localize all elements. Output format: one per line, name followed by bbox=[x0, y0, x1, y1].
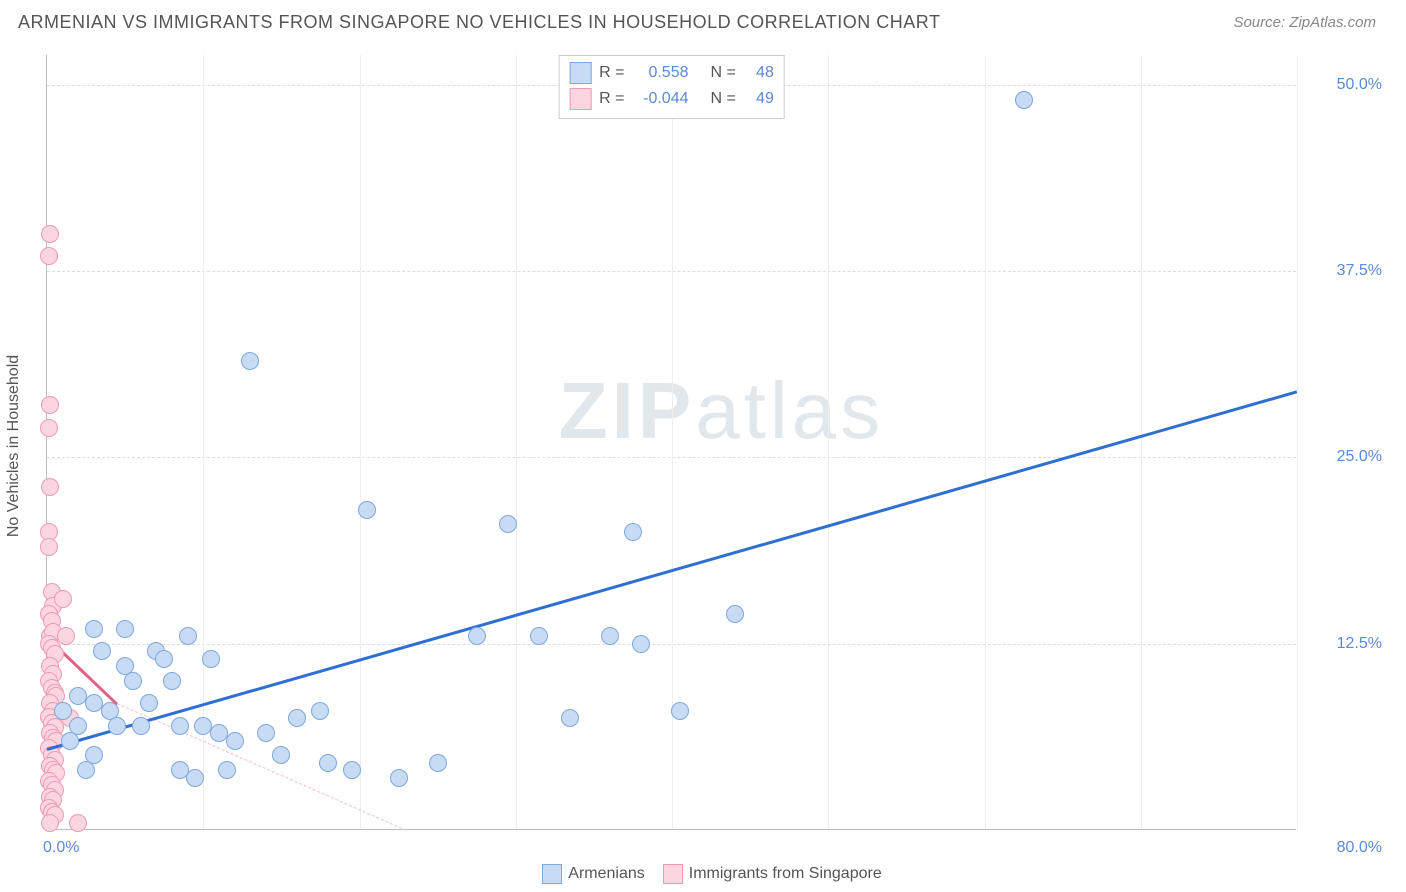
data-point bbox=[202, 650, 220, 668]
data-point bbox=[226, 732, 244, 750]
y-axis-label: No Vehicles in Household bbox=[5, 355, 23, 537]
data-point bbox=[319, 754, 337, 772]
legend-r-label: R = bbox=[599, 86, 624, 112]
data-point bbox=[390, 769, 408, 787]
data-point bbox=[186, 769, 204, 787]
gridline-v bbox=[985, 55, 986, 829]
legend-r-value: -0.044 bbox=[633, 86, 689, 112]
legend-label: Immigrants from Singapore bbox=[689, 865, 882, 882]
series-legend: Armenians Immigrants from Singapore bbox=[0, 864, 1406, 884]
data-point bbox=[726, 605, 744, 623]
data-point bbox=[468, 627, 486, 645]
legend-row: R = -0.044 N = 49 bbox=[569, 86, 774, 112]
correlation-legend: R = 0.558 N = 48 R = -0.044 N = 49 bbox=[558, 55, 785, 119]
data-point bbox=[272, 746, 290, 764]
x-tick-label-max: 80.0% bbox=[1337, 839, 1382, 857]
legend-swatch bbox=[569, 62, 591, 84]
legend-n-value: 49 bbox=[744, 86, 774, 112]
legend-swatch bbox=[542, 864, 562, 884]
data-point bbox=[163, 672, 181, 690]
gridline-v bbox=[828, 55, 829, 829]
legend-n-label: N = bbox=[711, 86, 736, 112]
data-point bbox=[41, 814, 59, 832]
data-point bbox=[132, 717, 150, 735]
data-point bbox=[171, 717, 189, 735]
chart-title: ARMENIAN VS IMMIGRANTS FROM SINGAPORE NO… bbox=[18, 12, 940, 33]
data-point bbox=[218, 761, 236, 779]
data-point bbox=[429, 754, 447, 772]
gridline-v bbox=[1297, 55, 1298, 829]
data-point bbox=[93, 642, 111, 660]
legend-label: Armenians bbox=[568, 865, 644, 882]
plot-area: ZIPatlas R =0.558N =48R =-0.044N =49 12.… bbox=[46, 55, 1296, 830]
data-point bbox=[40, 538, 58, 556]
data-point bbox=[358, 501, 376, 519]
x-tick-label-min: 0.0% bbox=[43, 839, 79, 857]
data-point bbox=[40, 419, 58, 437]
data-point bbox=[85, 746, 103, 764]
source-attribution: Source: ZipAtlas.com bbox=[1233, 14, 1376, 31]
data-point bbox=[1015, 91, 1033, 109]
data-point bbox=[624, 523, 642, 541]
data-point bbox=[40, 247, 58, 265]
legend-r-value: 0.558 bbox=[633, 60, 689, 86]
data-point bbox=[632, 635, 650, 653]
data-point bbox=[671, 702, 689, 720]
legend-n-value: 48 bbox=[744, 60, 774, 86]
data-point bbox=[69, 717, 87, 735]
data-point bbox=[85, 620, 103, 638]
watermark: ZIPatlas bbox=[559, 365, 884, 457]
data-point bbox=[257, 724, 275, 742]
data-point bbox=[57, 627, 75, 645]
legend-swatch bbox=[663, 864, 683, 884]
legend-n-label: N = bbox=[711, 60, 736, 86]
data-point bbox=[530, 627, 548, 645]
data-point bbox=[179, 627, 197, 645]
gridline-v bbox=[1141, 55, 1142, 829]
data-point bbox=[124, 672, 142, 690]
data-point bbox=[561, 709, 579, 727]
gridline-v bbox=[360, 55, 361, 829]
chart-container: ARMENIAN VS IMMIGRANTS FROM SINGAPORE NO… bbox=[0, 0, 1406, 892]
y-tick-label: 37.5% bbox=[1302, 262, 1382, 280]
data-point bbox=[54, 590, 72, 608]
data-point bbox=[311, 702, 329, 720]
data-point bbox=[54, 702, 72, 720]
legend-swatch bbox=[569, 88, 591, 110]
data-point bbox=[288, 709, 306, 727]
data-point bbox=[69, 814, 87, 832]
data-point bbox=[343, 761, 361, 779]
data-point bbox=[140, 694, 158, 712]
data-point bbox=[155, 650, 173, 668]
data-point bbox=[241, 352, 259, 370]
y-tick-label: 25.0% bbox=[1302, 448, 1382, 466]
y-tick-label: 12.5% bbox=[1302, 635, 1382, 653]
trendline-extrapolation bbox=[117, 703, 406, 831]
gridline-v bbox=[203, 55, 204, 829]
data-point bbox=[601, 627, 619, 645]
gridline-v bbox=[516, 55, 517, 829]
data-point bbox=[41, 396, 59, 414]
data-point bbox=[41, 225, 59, 243]
data-point bbox=[41, 478, 59, 496]
data-point bbox=[499, 515, 517, 533]
data-point bbox=[108, 717, 126, 735]
data-point bbox=[116, 620, 134, 638]
y-tick-label: 50.0% bbox=[1302, 76, 1382, 94]
legend-r-label: R = bbox=[599, 60, 624, 86]
legend-row: R = 0.558 N = 48 bbox=[569, 60, 774, 86]
